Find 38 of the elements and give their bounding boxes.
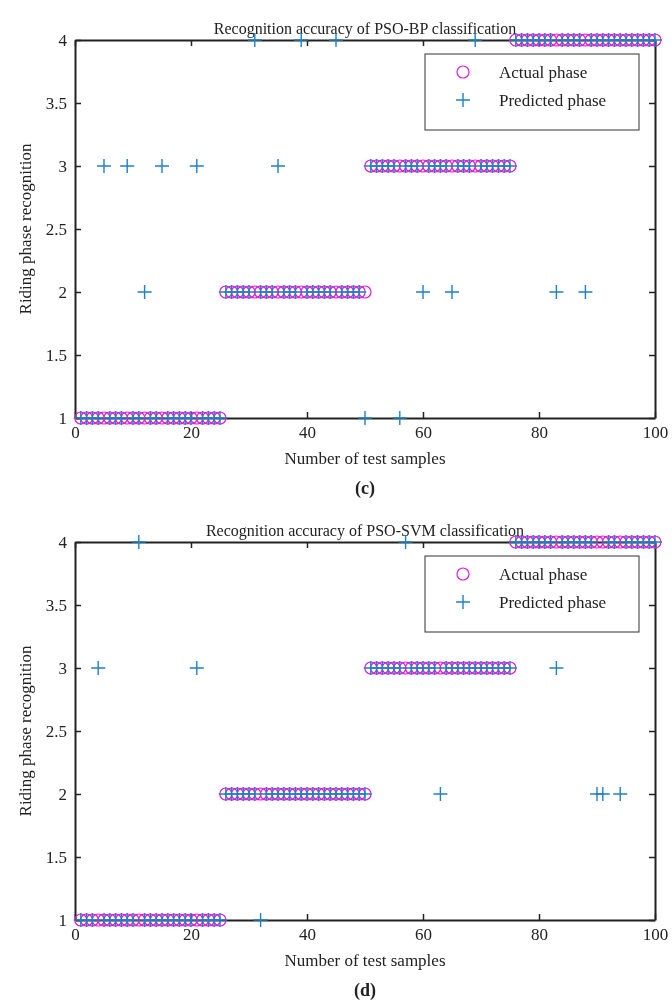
chart-title: Recognition accuracy of PSO-BP classification [213, 20, 517, 38]
x-tick-label: 20 [183, 423, 200, 443]
x-axis-title: Number of test samples [284, 951, 446, 970]
x-tick-label: 100 [642, 423, 669, 443]
y-tick-label: 1 [58, 910, 67, 930]
y-tick-label: 1.5 [45, 847, 67, 867]
y-tick-label: 4 [58, 30, 68, 50]
y-tick-label: 2.5 [45, 219, 67, 239]
x-tick-label: 80 [531, 925, 548, 945]
text: (c) [355, 478, 375, 499]
y-tick-label: 2.5 [45, 721, 67, 741]
x-tick-label: 0 [71, 423, 80, 443]
x-tick-label: 0 [71, 925, 80, 945]
y-tick-label: 3.5 [45, 93, 67, 113]
y-tick-label: 3 [58, 156, 67, 176]
y-tick-label: 2 [58, 282, 67, 302]
x-tick-label: 100 [642, 925, 669, 945]
y-tick-label: 2 [58, 784, 67, 804]
x-axis-title: Number of test samples [284, 449, 446, 468]
y-tick-label: 1.5 [45, 345, 67, 365]
legend-label: Actual phase [499, 63, 588, 82]
y-tick-label: 3.5 [45, 595, 67, 615]
y-tick-label: 3 [58, 658, 67, 678]
chart-title: Recognition accuracy of PSO-SVM classification [205, 522, 525, 540]
text: (d) [354, 980, 376, 1001]
x-tick-label: 40 [299, 925, 316, 945]
y-tick-label: 4 [58, 532, 68, 552]
x-tick-label: 60 [415, 925, 432, 945]
x-tick-label: 60 [415, 423, 432, 443]
legend-label: Predicted phase [499, 91, 607, 110]
y-axis-title: Riding phase recognition [16, 143, 35, 315]
x-tick-label: 80 [531, 423, 548, 443]
y-axis-title: Riding phase recognition [16, 645, 35, 817]
x-tick-label: 40 [299, 423, 316, 443]
legend-label: Actual phase [499, 565, 588, 584]
y-tick-label: 1 [58, 408, 67, 428]
x-tick-label: 20 [183, 925, 200, 945]
legend-label: Predicted phase [499, 593, 607, 612]
